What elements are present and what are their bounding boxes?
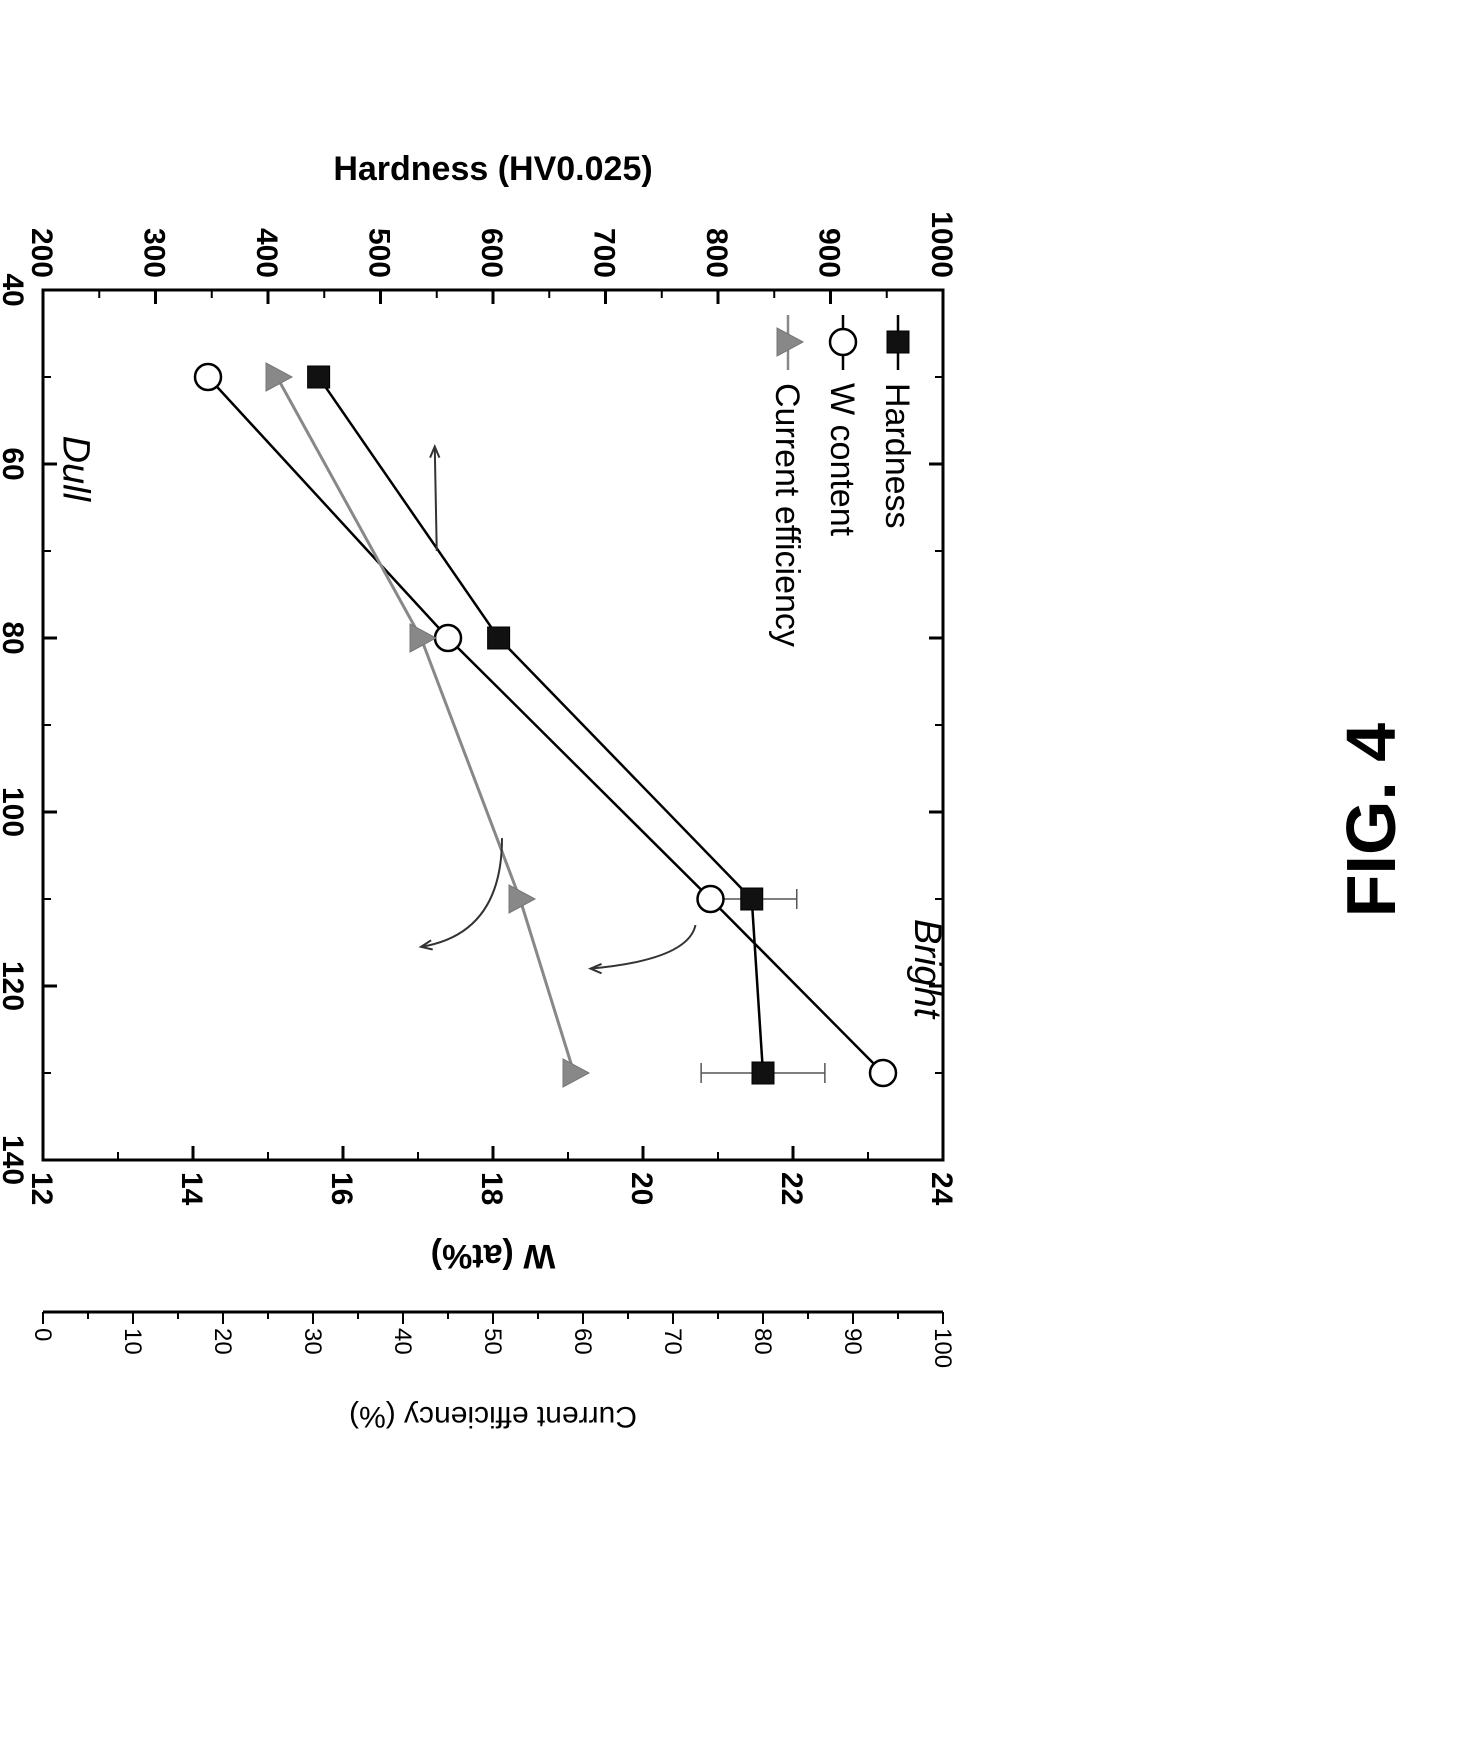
y-right-tick-label: 16	[325, 1172, 358, 1205]
plot-frame	[41, 288, 945, 1162]
x-tick-label: 40	[0, 273, 29, 306]
x-tick-label: 120	[0, 961, 29, 1011]
axis-labels: Sodium tungstate (g/l)Hardness (HV0.025)…	[54, 150, 948, 1433]
y-right-tick-label: 20	[625, 1172, 658, 1205]
ce-tick-label: 50	[479, 1328, 506, 1355]
annotation-bright: Bright	[906, 919, 948, 1020]
ce-tick-label: 20	[209, 1328, 236, 1355]
x-tick-label: 140	[0, 1135, 29, 1185]
figure-caption: FIG. 4	[1332, 723, 1410, 918]
legend-label: Current efficiency	[768, 383, 806, 647]
ce-tick-label: 100	[929, 1328, 956, 1368]
ce-tick-label: 10	[119, 1328, 146, 1355]
y-right-axis-label: W (at%)	[431, 1237, 556, 1275]
y-left-tick-label: 900	[813, 228, 846, 278]
ce-tick-label: 30	[299, 1328, 326, 1355]
w-axis-arrow-head	[587, 963, 602, 975]
y-left-axis-label: Hardness (HV0.025)	[333, 150, 652, 188]
data-point-hardness	[307, 365, 331, 389]
w-axis-arrow	[590, 924, 697, 970]
data-point-hardness	[487, 626, 511, 650]
legend-marker	[776, 327, 805, 357]
data-point-current-efficiency	[508, 884, 537, 914]
series-lines	[207, 376, 884, 1074]
x-tick-label: 60	[0, 447, 29, 480]
hardness-axis-arrow	[433, 446, 438, 552]
data-point-hardness	[740, 887, 764, 911]
y-left-tick-label: 1000	[925, 211, 958, 278]
legend-marker	[886, 330, 910, 354]
ce-tick-label: 70	[659, 1328, 686, 1355]
y-right-tick-label: 18	[475, 1172, 508, 1205]
data-point-hardness	[751, 1061, 775, 1085]
data-point-current-efficiency	[265, 362, 294, 392]
series-line-current-efficiency	[275, 376, 576, 1074]
ce-tick-label: 40	[389, 1328, 416, 1355]
y-left-tick-label: 700	[588, 228, 621, 278]
series-line-w-content	[207, 376, 884, 1074]
y-right-tick-label: 12	[25, 1172, 58, 1205]
data-point-current-efficiency	[562, 1058, 591, 1088]
series-line-hardness	[317, 376, 765, 1074]
ce-axis-label: Current efficiency (%)	[349, 1400, 637, 1433]
y-left-tick-label: 200	[25, 228, 58, 278]
data-point-w-content	[433, 623, 463, 653]
annotation-dull: Dull	[54, 436, 96, 503]
y-right-tick-label: 24	[925, 1172, 958, 1206]
y-left-tick-label: 400	[250, 228, 283, 278]
y-left-tick-label: 800	[700, 228, 733, 278]
legend-label: Hardness	[878, 383, 916, 529]
legend-label: W content	[823, 383, 861, 537]
data-point-w-content	[868, 1058, 898, 1088]
y-left-tick-label: 300	[138, 228, 171, 278]
axis-arrows	[418, 444, 697, 975]
legend: Hardness W content Current efficiency	[768, 315, 916, 647]
y-left-tick-label: 500	[363, 228, 396, 278]
y-right-tick-label: 22	[775, 1172, 808, 1205]
ce-tick-label: 0	[29, 1328, 56, 1341]
data-point-w-content	[696, 884, 725, 914]
hardness-axis-arrow-head	[429, 444, 441, 459]
y-right-tick-label: 14	[175, 1172, 208, 1206]
ce-tick-label: 90	[839, 1328, 866, 1355]
series-markers	[193, 362, 898, 1088]
x-tick-label: 80	[0, 621, 29, 654]
y-left-tick-label: 600	[475, 228, 508, 278]
data-point-current-efficiency	[409, 623, 438, 653]
legend-marker	[828, 327, 858, 357]
x-tick-label: 100	[0, 787, 29, 837]
ce-axis-arrow-head	[418, 939, 433, 951]
ce-tick-label: 80	[749, 1328, 776, 1355]
ce-tick-label: 60	[569, 1328, 596, 1355]
ce-axis-arrow	[420, 838, 503, 948]
data-point-w-content	[193, 362, 223, 392]
